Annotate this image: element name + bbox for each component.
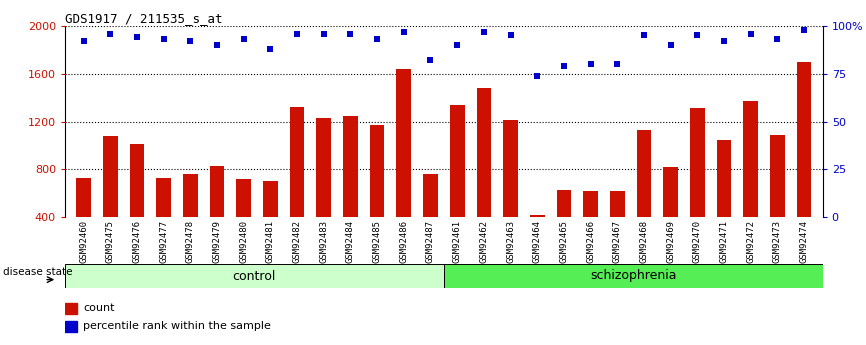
Text: GSM92485: GSM92485 [372,220,382,263]
Text: GSM92461: GSM92461 [453,220,462,263]
Bar [663,167,678,265]
Text: GSM92475: GSM92475 [106,220,115,263]
Bar [743,101,758,265]
Text: GSM92469: GSM92469 [666,220,675,263]
Point [263,46,277,52]
Text: GSM92472: GSM92472 [746,220,755,263]
Bar [503,120,518,265]
Point [370,37,384,42]
Bar [65,321,77,332]
Point [663,42,677,48]
Text: GSM92470: GSM92470 [693,220,701,263]
Text: GSM92483: GSM92483 [320,220,328,263]
Text: GSM92486: GSM92486 [399,220,408,263]
Point [130,34,144,40]
Bar [637,130,651,265]
Bar [130,144,145,265]
Point [210,42,224,48]
Point [797,27,811,32]
Bar [797,62,811,265]
Bar [343,116,358,265]
Point [584,61,598,67]
Bar [157,178,171,265]
Bar [316,118,331,265]
Point [397,29,410,34]
Bar [583,191,598,265]
Bar [65,303,77,314]
Bar [610,191,624,265]
Point [771,37,785,42]
Text: GSM92480: GSM92480 [239,220,249,263]
Bar [530,215,545,265]
Text: GSM92482: GSM92482 [293,220,301,263]
Bar [65,264,443,288]
Text: GSM92479: GSM92479 [212,220,222,263]
Text: GSM92478: GSM92478 [186,220,195,263]
Bar [717,140,731,265]
Text: GSM92467: GSM92467 [613,220,622,263]
Bar [557,190,572,265]
Point [690,33,704,38]
Text: count: count [83,303,114,313]
Bar [76,178,91,265]
Text: percentile rank within the sample: percentile rank within the sample [83,322,271,332]
Text: GSM92474: GSM92474 [799,220,809,263]
Text: GSM92477: GSM92477 [159,220,168,263]
Point [157,37,171,42]
Point [450,42,464,48]
Text: GDS1917 / 211535_s_at: GDS1917 / 211535_s_at [65,12,223,25]
Point [317,31,331,36]
Bar [210,166,224,265]
Text: GSM92460: GSM92460 [79,220,88,263]
Bar [290,107,305,265]
Bar [263,181,278,265]
Text: GSM92462: GSM92462 [480,220,488,263]
Text: GSM92471: GSM92471 [720,220,728,263]
Point [717,38,731,44]
Point [530,73,544,78]
Text: disease state: disease state [3,267,73,277]
Bar [103,136,118,265]
Bar [236,179,251,265]
Text: GSM92468: GSM92468 [639,220,649,263]
Text: GSM92465: GSM92465 [559,220,568,263]
Point [236,37,250,42]
Bar [183,174,197,265]
Text: GSM92466: GSM92466 [586,220,595,263]
Text: GSM92481: GSM92481 [266,220,275,263]
Text: GSM92484: GSM92484 [346,220,355,263]
Point [344,31,358,36]
Point [637,33,651,38]
Point [557,63,571,69]
Point [290,31,304,36]
Text: GSM92487: GSM92487 [426,220,435,263]
Bar [449,105,464,265]
Point [77,38,91,44]
Bar [443,264,823,288]
Text: GSM92473: GSM92473 [772,220,782,263]
Bar [476,88,491,265]
Bar [370,125,385,265]
Text: control: control [233,269,276,283]
Bar [397,69,411,265]
Bar [690,108,705,265]
Text: GSM92464: GSM92464 [533,220,542,263]
Point [504,33,518,38]
Point [423,58,437,63]
Text: GSM92463: GSM92463 [506,220,515,263]
Point [184,38,197,44]
Text: schizophrenia: schizophrenia [590,269,676,283]
Point [611,61,624,67]
Point [744,31,758,36]
Bar [423,174,438,265]
Text: GSM92476: GSM92476 [132,220,141,263]
Bar [770,135,785,265]
Point [103,31,117,36]
Point [477,29,491,34]
